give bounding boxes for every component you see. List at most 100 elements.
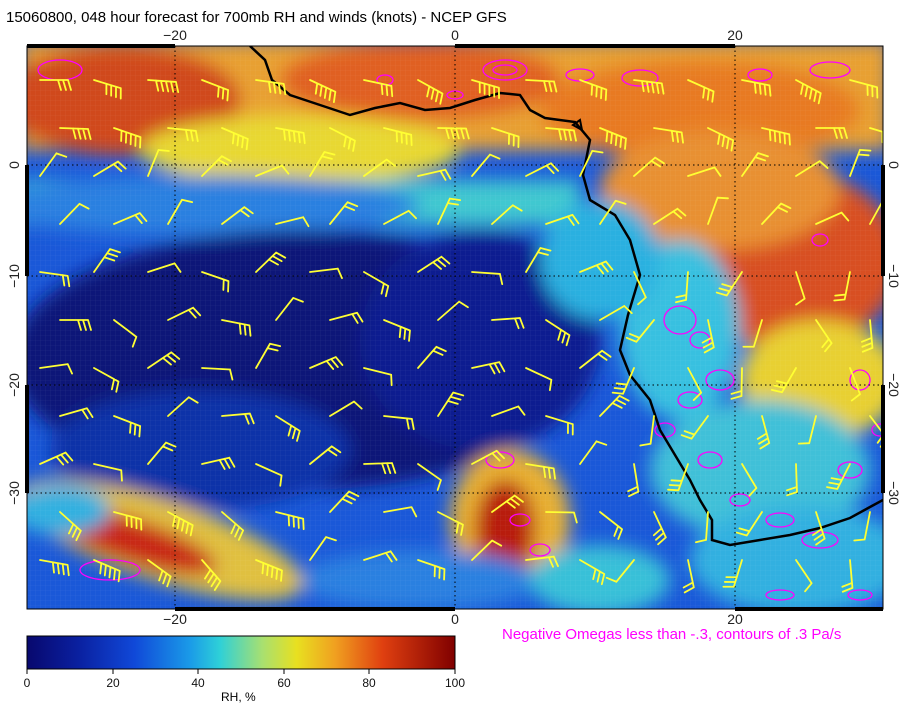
wind-barb: [59, 319, 92, 331]
wind-barb: [471, 361, 506, 375]
wind-barb: [363, 462, 397, 475]
wind-barb: [275, 216, 310, 228]
wind-barb: [93, 160, 127, 177]
wind-barb: [694, 511, 709, 544]
wind-barb: [833, 271, 851, 302]
wind-barb: [687, 166, 722, 177]
wind-barb: [329, 127, 356, 152]
wind-barb: [707, 196, 729, 225]
wind-barb: [611, 367, 635, 395]
wind-barb: [742, 319, 763, 348]
wind-barb: [633, 271, 647, 306]
wind-barb: [363, 158, 396, 177]
lat-tick-right-30s: −30: [886, 481, 902, 505]
wind-barb: [579, 149, 604, 177]
wind-barb: [309, 267, 343, 280]
wind-barb: [525, 79, 558, 93]
wind-barb: [59, 511, 82, 542]
wind-barb: [682, 559, 695, 594]
wind-barb: [701, 319, 715, 354]
wind-barb: [39, 152, 68, 177]
wind-barb: [437, 197, 462, 225]
wind-barb: [255, 251, 287, 273]
wind-barb: [471, 153, 501, 177]
lat-tick-right-10s: −10: [886, 264, 902, 288]
wind-barb: [275, 511, 305, 531]
wind-barb: [849, 148, 872, 177]
wind-barb: [579, 559, 606, 586]
wind-barb: [525, 247, 552, 273]
wind-barb: [93, 559, 121, 583]
wind-barb: [627, 463, 640, 498]
lon-tick-bottom-w20: −20: [163, 611, 187, 627]
lat-tick-left-20s: −20: [6, 373, 22, 397]
wind-barb: [437, 300, 469, 321]
wind-barb: [491, 204, 523, 225]
wind-barb: [625, 319, 655, 343]
wind-barb: [599, 511, 623, 540]
wind-barb: [221, 206, 254, 225]
wind-barb: [147, 149, 170, 177]
wind-barb: [383, 127, 413, 147]
wind-barb: [309, 79, 337, 104]
wind-barb: [687, 79, 715, 103]
wind-barb: [221, 511, 245, 541]
wind-barb: [525, 162, 560, 177]
wind-barb: [545, 511, 578, 524]
wind-barb: [363, 550, 398, 563]
wind-barb: [815, 319, 833, 353]
wind-barb: [815, 127, 848, 139]
wind-barb: [722, 559, 743, 588]
lat-tick-right-0: 0: [886, 161, 902, 169]
colorbar-tick-0: 0: [24, 676, 31, 690]
wind-barb: [605, 559, 635, 583]
wind-barb: [599, 127, 627, 150]
wind-barb: [147, 262, 182, 273]
wind-barb: [437, 391, 465, 417]
wind-barb: [147, 441, 177, 465]
lon-tick-bottom-0: 0: [451, 611, 459, 627]
wind-barb: [255, 463, 283, 487]
wind-barb: [383, 415, 415, 431]
wind-barb: [201, 79, 230, 102]
wind-barb: [579, 349, 612, 369]
wind-barb: [687, 367, 703, 401]
wind-barb: [741, 463, 758, 497]
wind-barb: [786, 463, 798, 497]
wind-barb: [147, 351, 181, 369]
wind-barb: [471, 79, 500, 100]
wind-barb: [309, 536, 337, 561]
wind-barb: [853, 511, 871, 542]
wind-barb: [39, 79, 72, 91]
omega-contours: [37, 59, 883, 601]
colorbar-tick-80: 80: [362, 676, 376, 690]
wind-barb: [255, 342, 282, 369]
wind-barb: [437, 127, 470, 140]
wind-barb: [599, 199, 627, 225]
wind-barb: [39, 451, 74, 466]
map-title: 15060800, 048 hour forecast for 700mb RH…: [6, 9, 507, 26]
wind-barb: [39, 559, 70, 577]
wind-barb: [795, 79, 822, 105]
wind-barb: [471, 449, 505, 465]
wind-barb: [653, 207, 687, 225]
wind-barb: [437, 511, 464, 536]
wind-barb: [39, 271, 71, 288]
wind-barb: [761, 202, 792, 225]
rh-field: [27, 46, 883, 609]
wind-barb: [329, 201, 359, 225]
wind-barb: [201, 559, 222, 591]
wind-barb: [633, 79, 665, 95]
wind-barb: [815, 211, 850, 225]
lon-tick-top-0: 0: [451, 27, 459, 43]
wind-barb: [674, 271, 689, 304]
wind-barb: [849, 79, 879, 99]
wind-barb: [795, 271, 806, 306]
wind-barb: [525, 367, 553, 392]
wind-barb: [221, 127, 249, 151]
wind-barb: [113, 319, 138, 348]
wind-barb: [167, 198, 194, 225]
lon-tick-top-e20: 20: [727, 27, 743, 43]
wind-barb: [417, 168, 452, 181]
